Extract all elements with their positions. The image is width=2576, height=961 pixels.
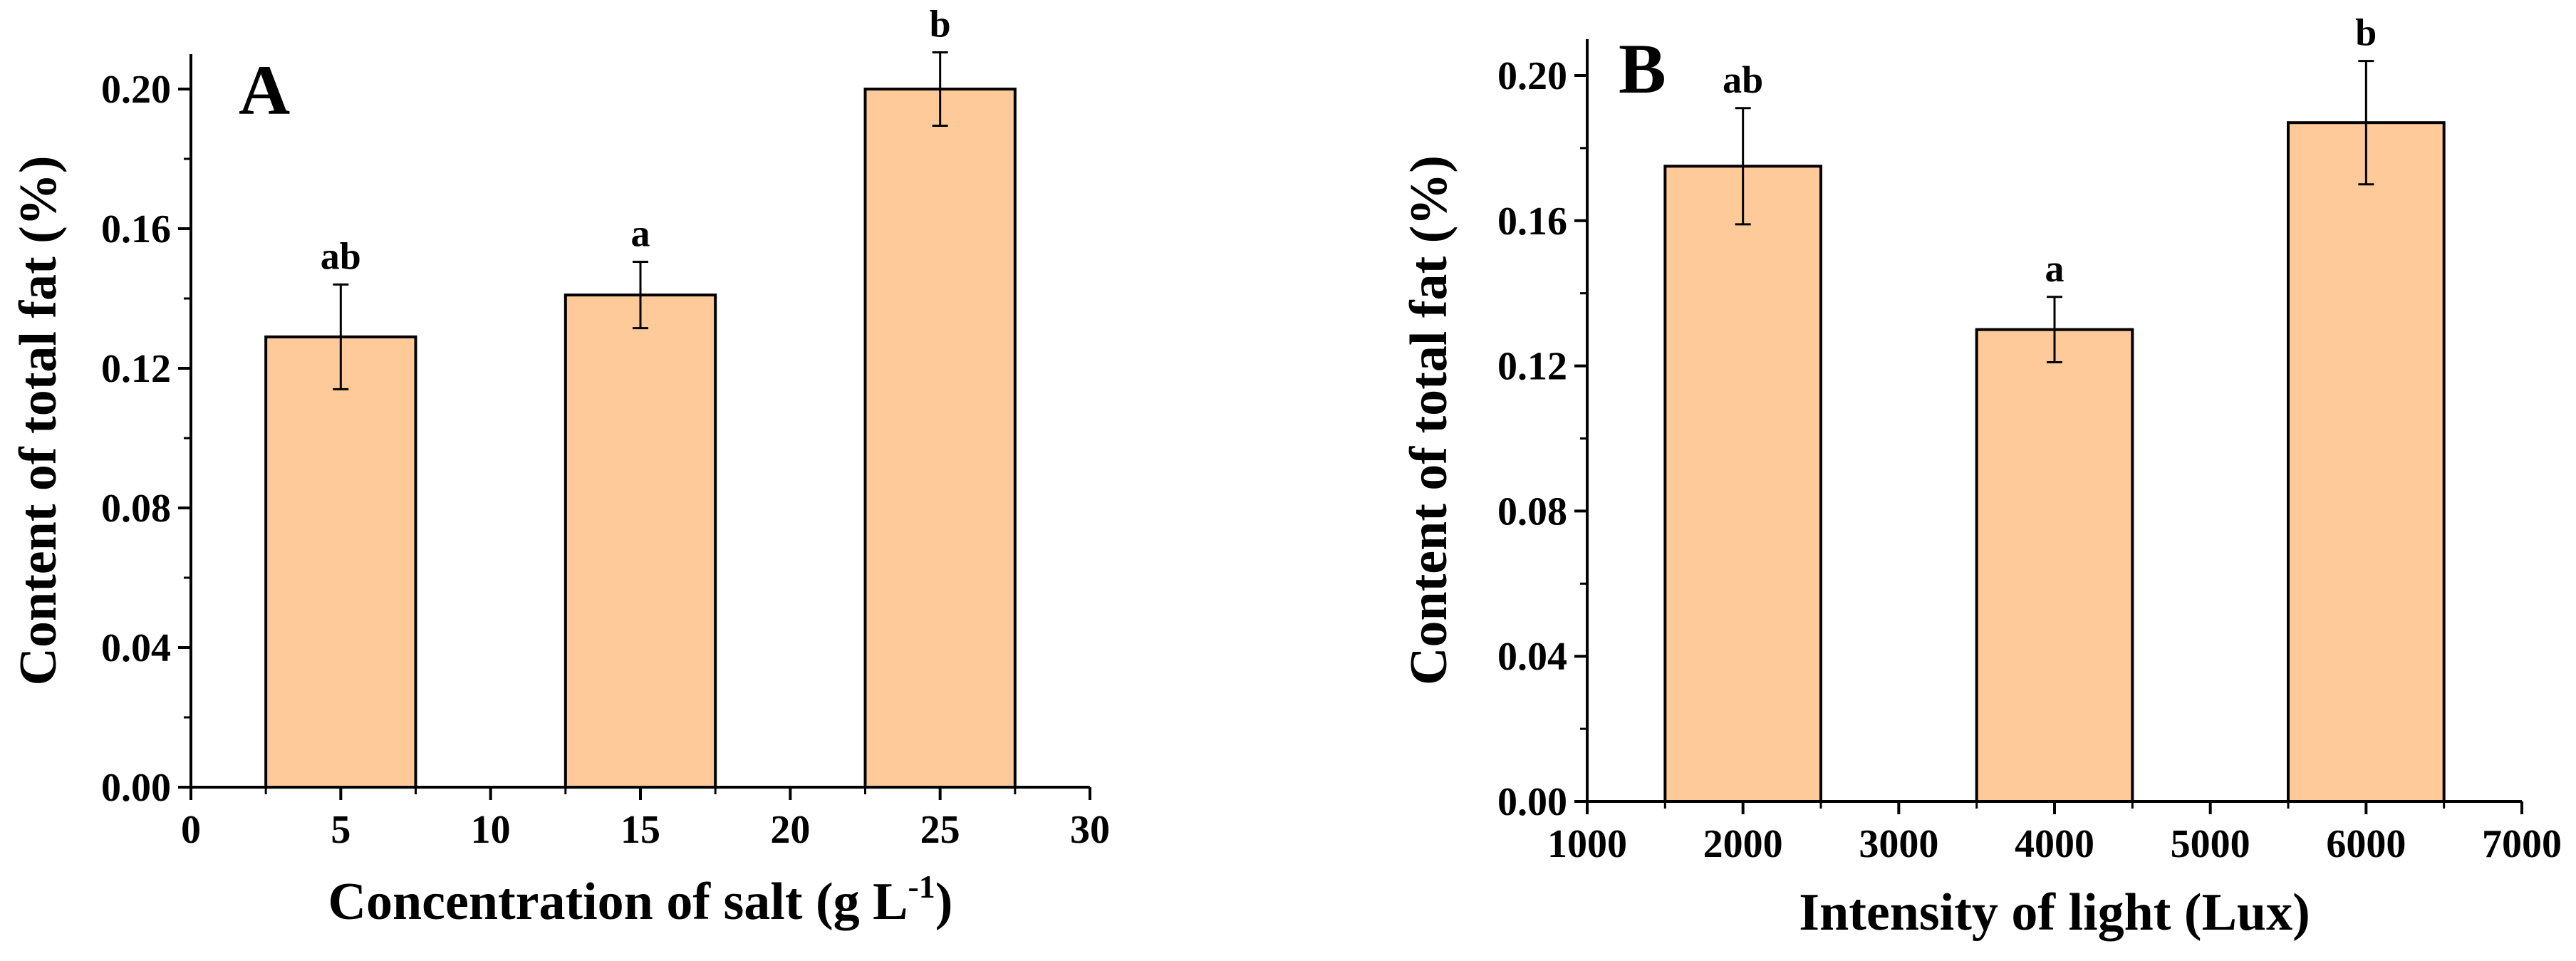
x-tick-label: 2000 [1703, 822, 1783, 866]
bar [264, 335, 417, 789]
x-tick-label: 25 [920, 808, 960, 852]
bar [863, 88, 1017, 789]
x-tick-label: 0 [181, 808, 201, 852]
x-tick-label: 30 [1070, 808, 1110, 852]
y-tick-label: 0.12 [1497, 345, 1567, 389]
y-axis-title: Content of total fat (%) [9, 156, 68, 686]
y-tick-label: 0.08 [101, 487, 171, 531]
significance-label: ab [321, 234, 361, 277]
significance-label: a [631, 212, 650, 255]
significance-label: b [2355, 11, 2377, 54]
x-tick-label: 10 [471, 808, 511, 852]
y-tick-label: 0.16 [101, 207, 171, 251]
y-tick-label: 0.16 [1497, 199, 1567, 244]
y-tick-label: 0.04 [1497, 635, 1567, 679]
panel-letter: B [1619, 29, 1666, 108]
y-tick-label: 0.04 [101, 626, 171, 670]
x-tick-label: 3000 [1859, 822, 1938, 866]
x-axis-title: Concentration of salt (g L-1) [328, 868, 953, 931]
y-axis-title: Content of total fat (%) [1400, 155, 1458, 685]
x-tick-label: 7000 [2482, 822, 2562, 866]
x-tick-label: 5 [331, 808, 350, 852]
y-tick-label: 0.00 [1497, 780, 1567, 824]
y-tick-label: 0.08 [1497, 489, 1567, 534]
x-axis-title: Intensity of light (Lux) [1799, 883, 2310, 942]
y-tick-label: 0.12 [101, 347, 171, 391]
y-tick-label: 0.20 [101, 68, 171, 112]
x-tick-label: 5000 [2171, 822, 2250, 866]
x-tick-label: 15 [620, 808, 660, 852]
y-tick-label: 0.20 [1497, 54, 1567, 98]
bar [2287, 121, 2446, 803]
bar [1663, 165, 1822, 804]
x-tick-label: 1000 [1547, 822, 1627, 866]
significance-label: ab [1723, 58, 1763, 101]
x-tick-label: 4000 [2015, 822, 2094, 866]
panel-letter: A [239, 51, 290, 130]
x-tick-label: 20 [770, 808, 810, 852]
bar [1975, 328, 2134, 804]
significance-label: b [930, 3, 951, 46]
significance-label: a [2045, 247, 2065, 290]
x-tick-label: 6000 [2326, 822, 2406, 866]
bar [564, 294, 717, 789]
y-tick-label: 0.00 [101, 766, 171, 810]
